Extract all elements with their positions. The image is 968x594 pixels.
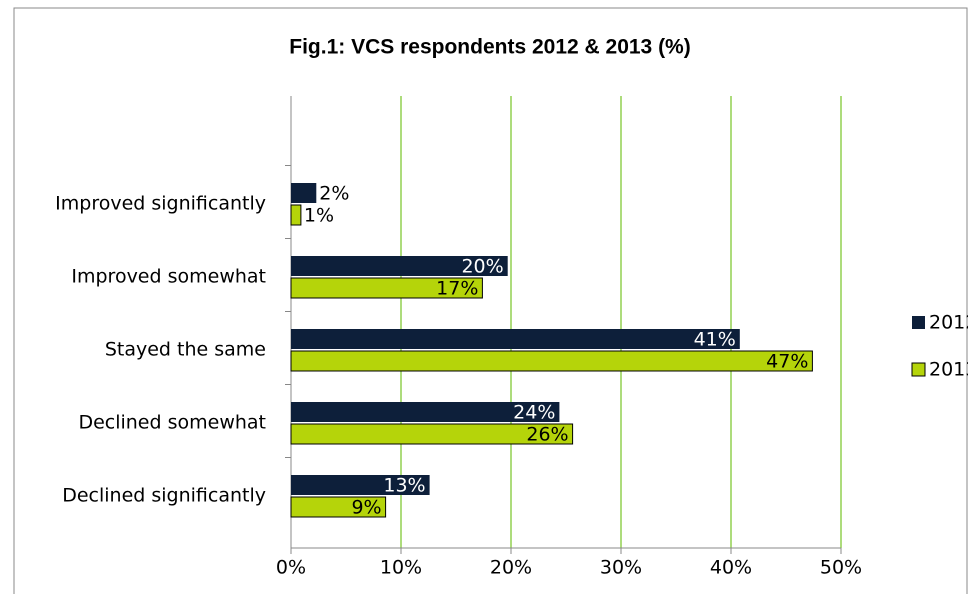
legend-swatch [911,362,926,377]
legend-label: 2012 [929,312,968,334]
bar [290,204,302,226]
data-label: 41% [694,329,736,351]
x-tick-label: 10% [380,557,422,579]
bar [291,329,740,349]
y-tick-label: Declined somewhat [78,412,266,434]
y-tick-label: Declined significantly [62,485,266,507]
bar [291,402,560,422]
legend-swatch [912,316,925,329]
bar [291,475,430,495]
chart-border [13,7,968,594]
bar [291,256,508,276]
bar [290,277,483,299]
x-tick-label: 40% [710,557,752,579]
x-tick-label: 20% [490,557,532,579]
data-label: 17% [436,278,478,300]
data-label: 2% [319,183,349,205]
data-label: 1% [304,205,334,227]
y-tick-label: Improved somewhat [71,266,266,288]
bar [290,496,387,518]
data-label: 13% [383,475,425,497]
x-tick-label: 50% [820,557,862,579]
bar [290,423,574,445]
data-label: 24% [513,402,555,424]
chart-title: Fig.1: VCS respondents 2012 & 2013 (%) [289,36,690,59]
legend-label: 2013 [929,359,968,381]
bar [291,183,317,203]
x-tick-label: 0% [276,557,306,579]
x-tick-label: 30% [600,557,642,579]
y-tick-label: Stayed the same [105,339,266,361]
data-label: 20% [461,256,503,278]
data-label: 47% [766,351,808,373]
data-label: 26% [526,424,568,446]
y-tick-label: Improved significantly [55,193,266,215]
bar [290,350,813,372]
data-label: 9% [351,497,381,519]
